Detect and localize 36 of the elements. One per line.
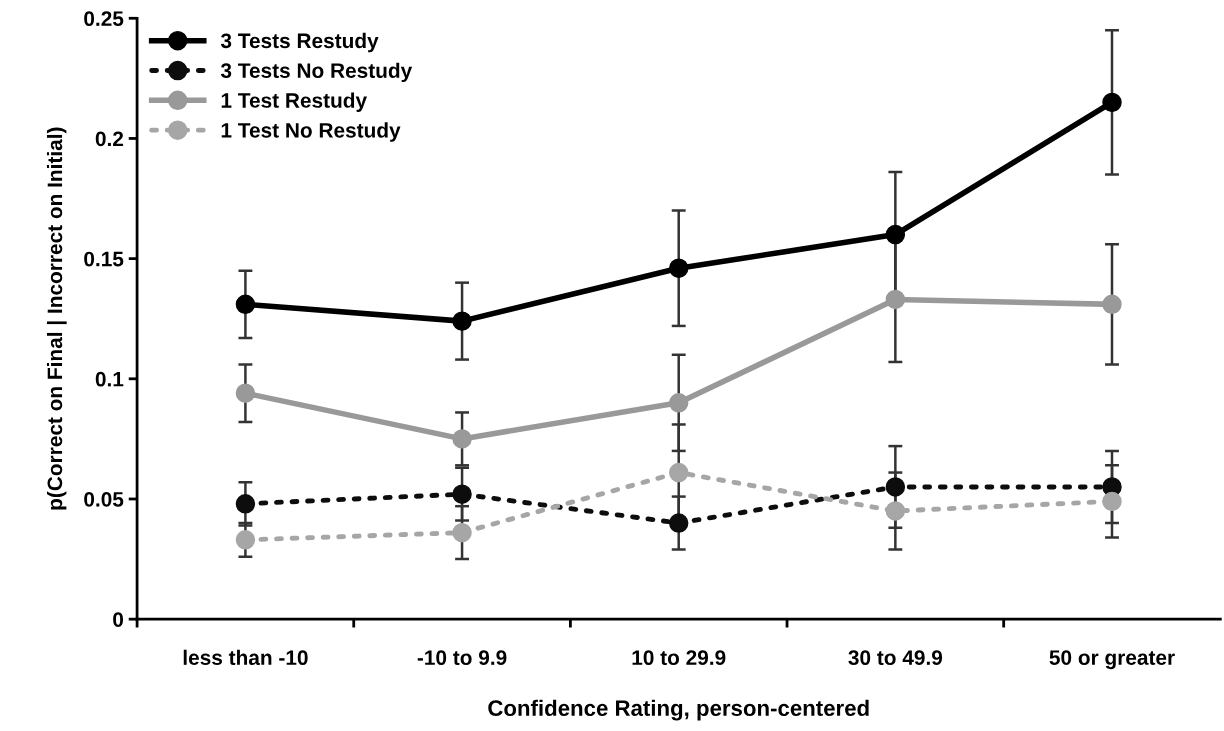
legend-label: 1 Test No Restudy: [221, 122, 401, 142]
legend-label: 3 Tests Restudy: [220, 32, 379, 53]
x-tick-label: 30 to 49.9: [848, 650, 943, 666]
y-tick-label: 0.25: [84, 11, 124, 27]
legend-label: 1 Test Restudy: [221, 92, 367, 112]
y-tick-label: 0.1: [95, 371, 124, 387]
point: [452, 311, 472, 331]
point: [885, 477, 906, 497]
y-tick-label: 0.2: [95, 131, 124, 147]
point: [452, 484, 472, 504]
point: [668, 462, 689, 483]
point: [668, 393, 689, 413]
point: [235, 383, 256, 403]
point: [668, 513, 689, 533]
point: [235, 530, 256, 550]
y-axis-title: p(Correct on Final | Incorrect on Initial): [46, 127, 67, 510]
point: [1102, 92, 1122, 113]
y-tick-label: 0: [113, 612, 124, 627]
point: [452, 522, 472, 543]
point: [235, 494, 256, 514]
x-axis-title: Confidence Rating, person-centered: [488, 699, 869, 721]
point: [885, 224, 906, 245]
legend-label: 3 Tests No Restudy: [220, 62, 413, 83]
point: [668, 258, 689, 278]
point: [1102, 294, 1122, 315]
point: [1102, 491, 1122, 512]
x-tick-label: -10 to 9.9: [417, 650, 507, 666]
x-tick-label: 50 or greater: [1049, 650, 1175, 670]
point: [885, 289, 906, 310]
y-tick-label: 0.05: [84, 491, 124, 507]
x-tick-label: 10 to 29.9: [632, 650, 726, 666]
x-tick-label: less than -10: [183, 649, 308, 666]
point: [235, 294, 256, 315]
point: [452, 429, 472, 449]
y-tick-label: 0.15: [84, 251, 124, 267]
point: [885, 501, 906, 521]
